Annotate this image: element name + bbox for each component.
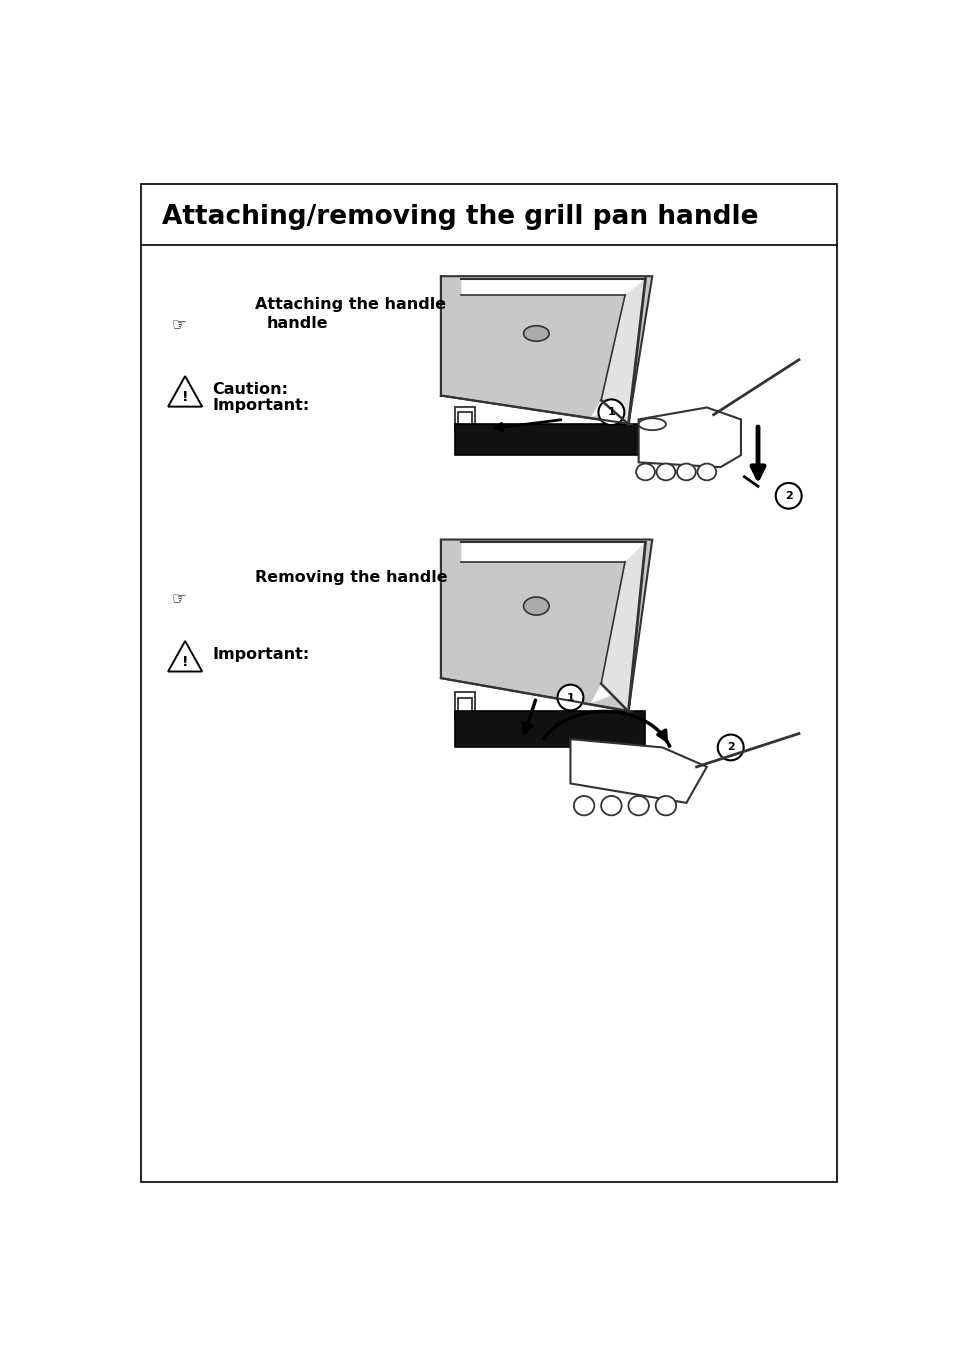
Text: Attaching/removing the grill pan handle: Attaching/removing the grill pan handle [162,204,758,230]
Ellipse shape [677,464,695,480]
Ellipse shape [523,326,549,341]
Bar [454,425,645,456]
Ellipse shape [628,796,648,815]
Text: Removing the handle: Removing the handle [254,571,447,585]
Polygon shape [638,407,740,468]
Text: Caution:: Caution: [212,381,288,396]
Ellipse shape [638,418,665,430]
Text: ☞: ☞ [172,591,187,608]
Polygon shape [461,279,645,416]
Text: Attaching the handle: Attaching the handle [254,297,446,312]
Polygon shape [454,692,475,719]
Bar [454,711,645,748]
Polygon shape [600,542,645,711]
Text: 1: 1 [566,692,574,703]
Polygon shape [440,539,652,711]
Text: Important:: Important: [212,648,309,662]
Ellipse shape [655,796,676,815]
Text: !: ! [182,391,188,404]
Polygon shape [600,279,645,425]
Ellipse shape [523,598,549,615]
Circle shape [717,734,743,760]
Ellipse shape [656,464,675,480]
Polygon shape [570,740,706,803]
Circle shape [775,483,801,508]
Ellipse shape [697,464,716,480]
Text: handle: handle [267,316,328,331]
Text: 1: 1 [607,407,615,418]
Polygon shape [461,542,645,703]
Text: Important:: Important: [212,397,309,412]
Circle shape [598,399,623,425]
Text: 2: 2 [726,742,734,753]
Ellipse shape [600,796,621,815]
Polygon shape [454,407,475,431]
Ellipse shape [574,796,594,815]
Ellipse shape [636,464,654,480]
Circle shape [557,684,583,710]
Text: 2: 2 [784,491,792,500]
Text: !: ! [182,656,188,669]
Text: ☞: ☞ [172,316,187,334]
Polygon shape [440,276,652,425]
